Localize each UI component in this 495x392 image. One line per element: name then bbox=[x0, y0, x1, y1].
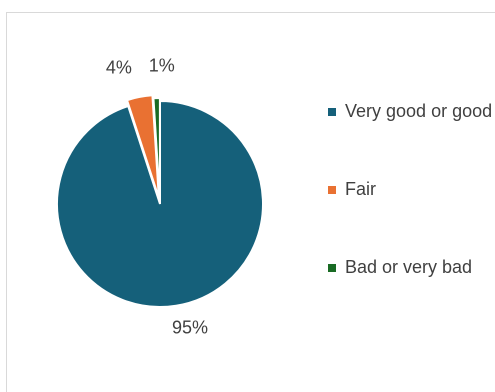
data-label-fair: 4% bbox=[105, 57, 132, 78]
legend-label-very-good: Very good or good bbox=[345, 101, 493, 121]
legend-label-bad: Bad or very bad bbox=[345, 257, 473, 277]
data-label-bad: 1% bbox=[148, 55, 175, 76]
slice-bad bbox=[152, 97, 161, 202]
legend-swatch-bad bbox=[328, 264, 336, 272]
slice-very-good bbox=[56, 99, 264, 308]
chart-frame: 95% 4% 1% Very good or good Fair Bad or … bbox=[6, 12, 495, 392]
pie-chart bbox=[56, 94, 264, 308]
legend-swatch-fair bbox=[328, 186, 336, 194]
data-label-very-good: 95% bbox=[171, 317, 209, 338]
legend-label-fair: Fair bbox=[345, 179, 376, 199]
slice-fair bbox=[125, 94, 160, 199]
legend-swatch-very-good bbox=[328, 108, 336, 116]
